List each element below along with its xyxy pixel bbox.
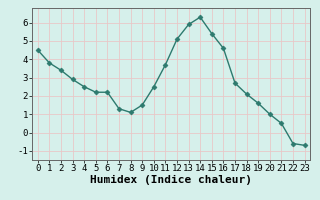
X-axis label: Humidex (Indice chaleur): Humidex (Indice chaleur)	[90, 175, 252, 185]
